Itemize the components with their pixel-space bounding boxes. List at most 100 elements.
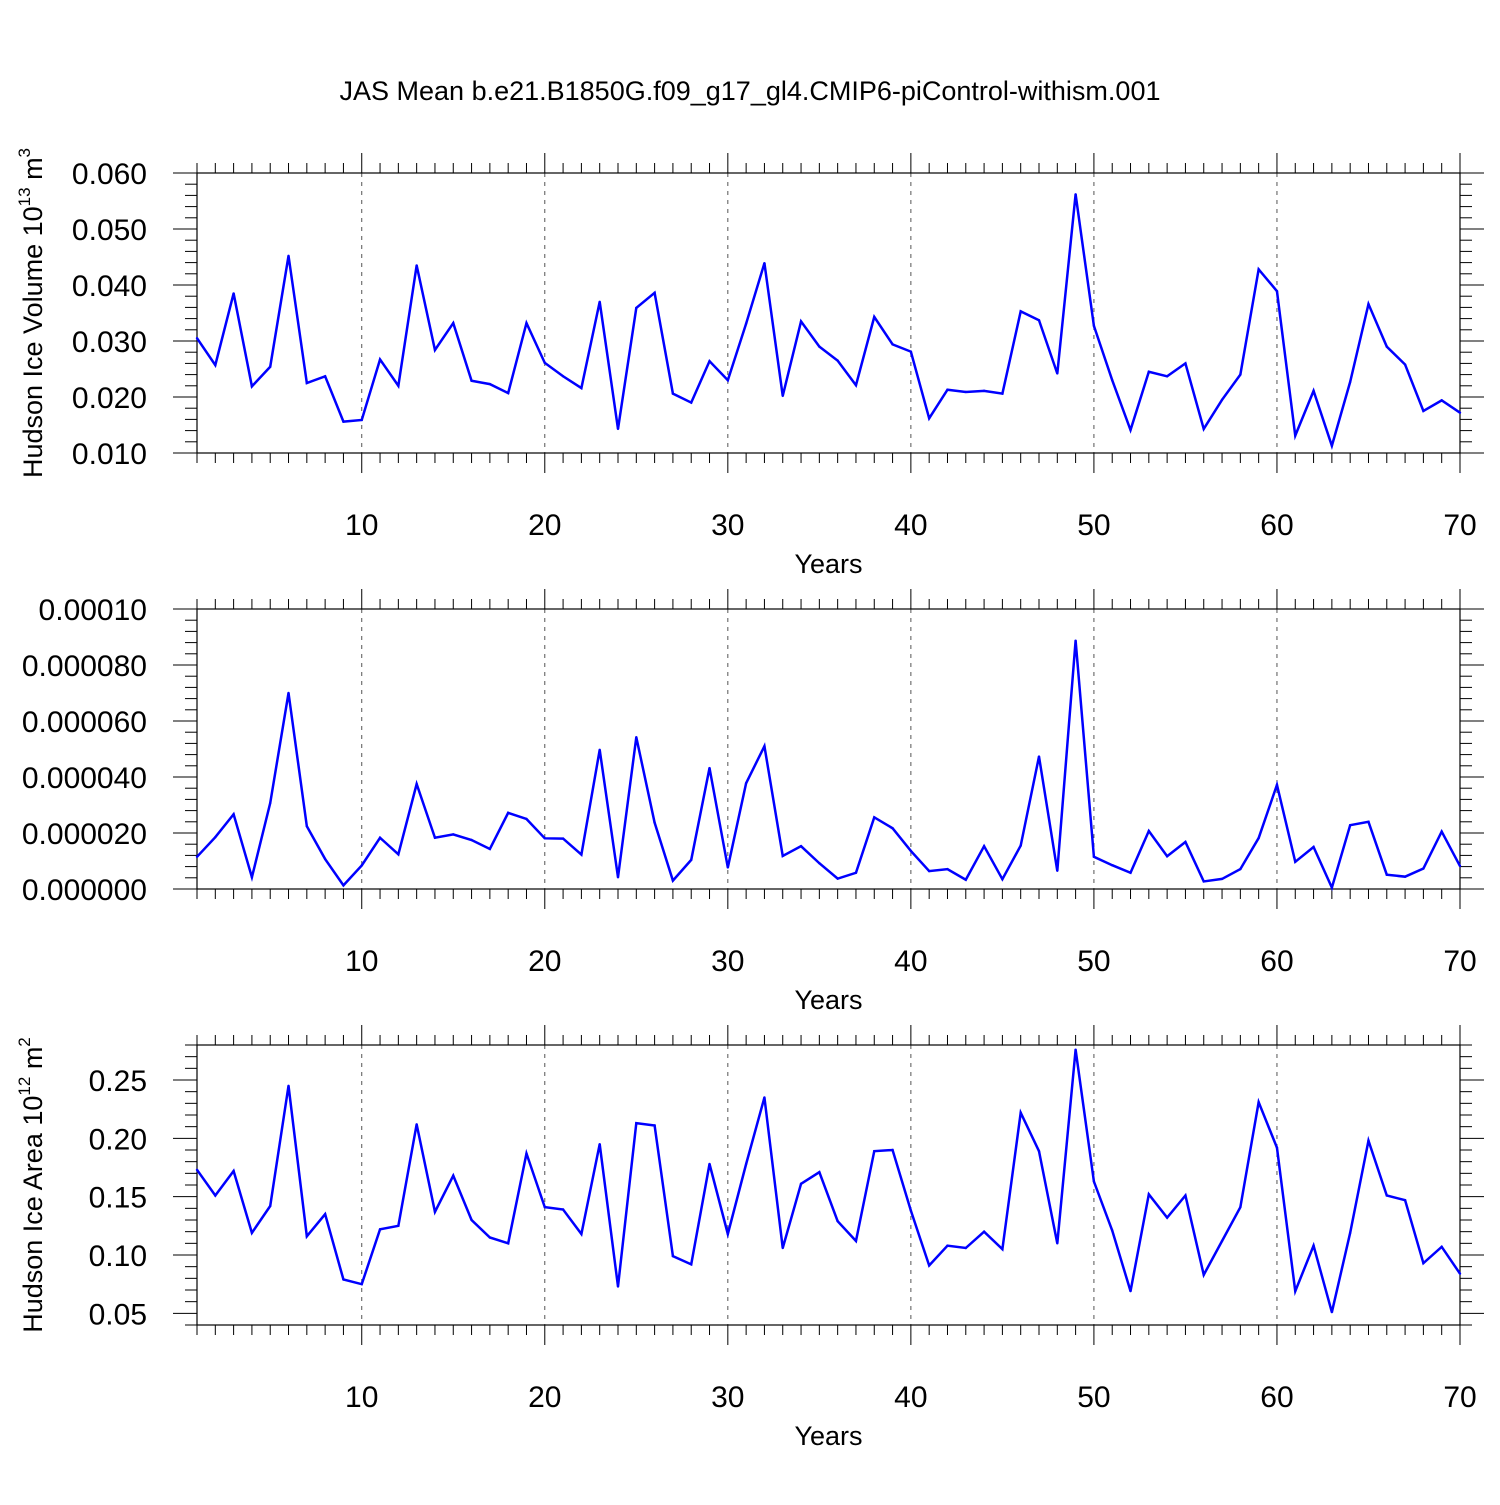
data-point <box>506 811 510 815</box>
y-tick-label: 0.20 <box>89 1123 147 1156</box>
data-point <box>891 1148 894 1152</box>
y-tick-label: 0.000040 <box>22 762 147 795</box>
data-point <box>982 1230 986 1233</box>
data-point <box>726 379 730 382</box>
data-point <box>781 394 784 398</box>
data-point <box>470 838 473 842</box>
data-point <box>1056 869 1059 872</box>
y-tick-label: 0.000000 <box>22 874 147 907</box>
data-point <box>1458 411 1462 414</box>
y-axis-label-text: Hudson Ice Area 10 <box>18 1096 48 1333</box>
data-point <box>744 781 748 785</box>
data-point <box>195 1168 199 1172</box>
data-point <box>433 348 437 352</box>
data-point <box>506 1242 510 1245</box>
x-tick-label: 70 <box>1443 945 1476 978</box>
data-point <box>635 1121 638 1125</box>
data-point <box>342 420 345 423</box>
data-point <box>763 261 766 265</box>
data-point <box>470 1218 473 1222</box>
series-line <box>196 640 1462 892</box>
data-point <box>1348 1231 1352 1235</box>
data-point <box>415 1123 418 1126</box>
data-point <box>287 254 290 258</box>
x-tick-label: 40 <box>894 945 927 978</box>
data-point <box>671 879 675 882</box>
data-point <box>1056 1242 1059 1245</box>
data-point <box>433 1210 437 1214</box>
data-point <box>415 782 418 786</box>
data-point <box>360 418 363 422</box>
data-point <box>1001 392 1004 395</box>
data-point <box>397 1224 400 1228</box>
data-point <box>1294 434 1297 437</box>
data-point <box>378 836 382 839</box>
data-point <box>1037 319 1041 322</box>
data-point <box>580 853 583 856</box>
data-point <box>653 1124 656 1127</box>
data-point <box>1184 362 1187 365</box>
data-point <box>580 386 583 390</box>
data-point <box>580 1232 583 1236</box>
x-tick-label: 70 <box>1443 1381 1476 1414</box>
y-axis-label-unit: m <box>18 1047 48 1077</box>
data-point <box>433 836 437 839</box>
y-axis-label-text: Hudson Ice Volume 10 <box>18 206 48 478</box>
data-point <box>1367 1139 1370 1142</box>
data-point <box>232 1169 235 1173</box>
data-point <box>561 375 565 378</box>
x-tick-label: 10 <box>345 945 378 978</box>
data-point <box>1165 375 1169 378</box>
x-tick-label: 50 <box>1077 1381 1110 1414</box>
data-point <box>836 359 839 362</box>
y-axis-label: Hudson Ice Volume 1013 m3 <box>15 148 48 478</box>
series-line <box>195 1049 1462 1313</box>
data-point <box>1294 860 1297 864</box>
x-tick-label: 20 <box>528 1381 561 1414</box>
data-point <box>598 748 601 752</box>
data-point <box>1294 1289 1297 1293</box>
data-point <box>214 1194 217 1197</box>
y-tick-label: 0.060 <box>72 158 147 191</box>
x-tick-label: 10 <box>345 1381 378 1414</box>
data-point <box>1220 1239 1224 1243</box>
data-point <box>323 857 327 861</box>
y-axis-label-unit-exponent: 2 <box>15 1037 34 1046</box>
x-tick-label: 30 <box>711 945 744 978</box>
data-point <box>1129 428 1132 432</box>
data-point <box>1422 409 1425 413</box>
data-point <box>287 691 290 695</box>
data-point <box>1129 871 1132 874</box>
y-tick-label: 0.000060 <box>22 706 147 739</box>
data-point <box>726 866 730 869</box>
data-point <box>214 363 217 367</box>
data-point <box>1220 398 1224 401</box>
data-point <box>818 1170 821 1174</box>
data-point <box>1147 370 1151 373</box>
data-point <box>452 1174 455 1177</box>
data-point <box>1111 379 1114 382</box>
y-axis-label-exponent: 13 <box>15 187 34 206</box>
data-point <box>891 343 894 346</box>
data-point <box>1147 1193 1151 1196</box>
data-point <box>1239 867 1242 871</box>
data-point <box>1312 845 1315 849</box>
x-tick-label: 70 <box>1443 509 1476 542</box>
data-point <box>250 876 254 879</box>
data-point <box>616 427 620 431</box>
data-point <box>1092 855 1096 858</box>
data-point <box>1001 878 1004 881</box>
data-point <box>1275 1146 1279 1149</box>
panel-3: 10 20 30 40 50 60 70 0.05 0.10 0.15 0.20 0.25 Years H… <box>15 1025 1484 1451</box>
data-point <box>1440 399 1443 402</box>
data-point <box>1257 1100 1260 1104</box>
data-point <box>250 385 254 388</box>
x-tick-label: 30 <box>711 509 744 542</box>
data-point <box>598 300 601 303</box>
y-tick-label: 0.000020 <box>22 818 147 851</box>
data-point <box>1239 1205 1242 1209</box>
x-tick-label: 10 <box>345 509 378 542</box>
plot-frame <box>196 172 1461 454</box>
data-point <box>525 817 528 821</box>
